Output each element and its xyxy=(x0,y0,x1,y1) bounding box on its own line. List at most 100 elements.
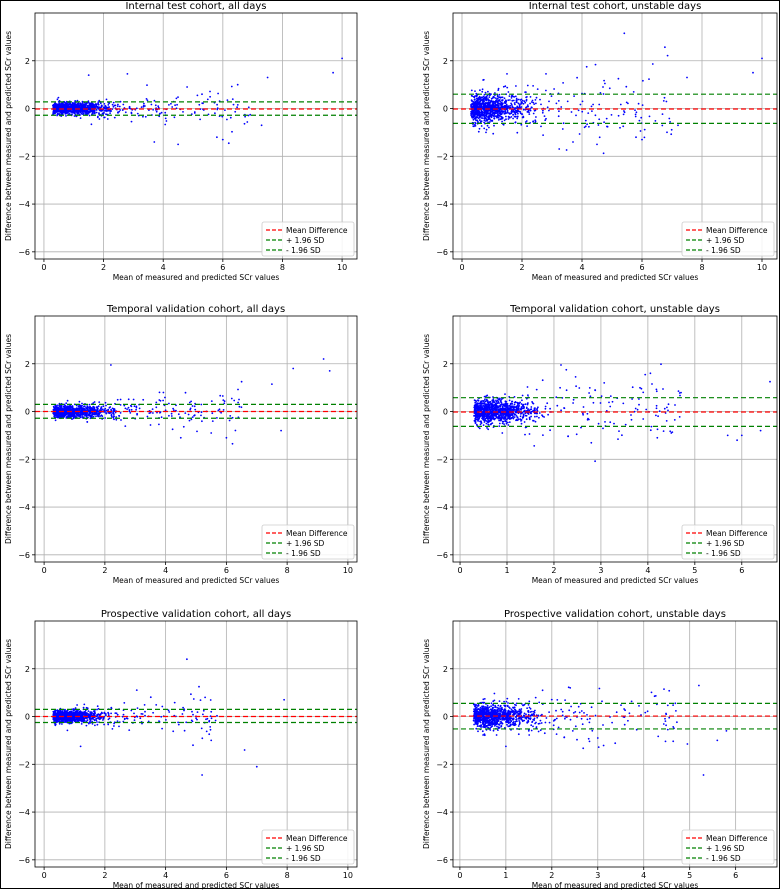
scatter-point xyxy=(234,111,236,113)
x-tick-label: 1 xyxy=(504,566,509,575)
scatter-point xyxy=(89,406,91,408)
scatter-point xyxy=(217,93,219,95)
scatter-point xyxy=(473,119,475,121)
scatter-point xyxy=(84,110,86,112)
scatter-point xyxy=(736,439,738,441)
scatter-point xyxy=(481,125,483,127)
scatter-point xyxy=(152,412,154,414)
scatter-point xyxy=(197,95,199,97)
scatter-point xyxy=(171,413,173,415)
scatter-point xyxy=(171,415,173,417)
scatter-point xyxy=(503,423,505,425)
scatter-point xyxy=(490,93,492,95)
scatter-point xyxy=(498,112,500,114)
scatter-point xyxy=(133,399,135,401)
scatter-point xyxy=(89,404,91,406)
scatter-point xyxy=(105,402,107,404)
scatter-point xyxy=(54,105,56,107)
scatter-point xyxy=(150,424,152,426)
scatter-point xyxy=(581,111,583,113)
scatter-point xyxy=(669,430,671,432)
scatter-point xyxy=(528,410,530,412)
scatter-point xyxy=(515,85,517,87)
scatter-point xyxy=(61,103,63,105)
legend-label: + 1.96 SD xyxy=(286,236,325,245)
scatter-point xyxy=(88,412,90,414)
scatter-point xyxy=(495,403,497,405)
scatter-point xyxy=(474,122,476,124)
scatter-point xyxy=(55,419,57,421)
scatter-point xyxy=(73,408,75,410)
scatter-point xyxy=(481,113,483,115)
scatter-point xyxy=(100,110,102,112)
scatter-point xyxy=(471,95,473,97)
scatter-point xyxy=(548,101,550,103)
scatter-point xyxy=(78,416,80,418)
scatter-point xyxy=(65,106,67,108)
scatter-point xyxy=(666,407,668,409)
scatter-point xyxy=(639,120,641,122)
scatter-point xyxy=(489,407,491,409)
scatter-point xyxy=(483,101,485,103)
scatter-point xyxy=(487,418,489,420)
scatter-point xyxy=(567,101,569,103)
scatter-point xyxy=(523,404,525,406)
scatter-point xyxy=(502,103,504,105)
scatter-point xyxy=(104,117,106,119)
scatter-point xyxy=(58,113,60,115)
scatter-point xyxy=(618,115,620,117)
scatter-point xyxy=(480,400,482,402)
scatter-point xyxy=(499,398,501,400)
scatter-point xyxy=(679,416,681,418)
scatter-point xyxy=(106,99,108,101)
scatter-point xyxy=(228,142,230,144)
scatter-point xyxy=(638,404,640,406)
x-tick-label: 2 xyxy=(519,263,524,272)
scatter-point xyxy=(156,111,158,113)
scatter-point xyxy=(76,111,78,113)
x-tick-label: 10 xyxy=(337,263,347,272)
scatter-point xyxy=(514,409,516,411)
scatter-point xyxy=(226,437,228,439)
scatter-point xyxy=(556,103,558,105)
scatter-point xyxy=(642,80,644,82)
y-tick-label: −6 xyxy=(18,551,30,560)
scatter-point xyxy=(488,401,490,403)
scatter-point xyxy=(499,418,501,420)
scatter-point xyxy=(591,110,593,112)
scatter-point xyxy=(117,104,119,106)
scatter-point xyxy=(165,118,167,120)
scatter-point xyxy=(61,413,63,415)
scatter-point xyxy=(602,428,604,430)
scatter-point xyxy=(146,84,148,86)
scatter-point xyxy=(504,85,506,87)
scatter-point xyxy=(516,106,518,108)
scatter-point xyxy=(102,408,104,410)
scatter-point xyxy=(102,405,104,407)
scatter-point xyxy=(491,98,493,100)
x-tick-label: 10 xyxy=(343,566,353,575)
scatter-point xyxy=(511,95,513,97)
scatter-point xyxy=(520,420,522,422)
scatter-point xyxy=(601,395,603,397)
scatter-point xyxy=(113,106,115,108)
scatter-point xyxy=(516,132,518,134)
scatter-point xyxy=(521,399,523,401)
scatter-point xyxy=(475,108,477,110)
scatter-point xyxy=(332,72,334,74)
scatter-point xyxy=(522,100,524,102)
scatter-point xyxy=(501,408,503,410)
scatter-point xyxy=(499,97,501,99)
scatter-point xyxy=(497,105,499,107)
scatter-point xyxy=(80,417,82,419)
scatter-point xyxy=(475,111,477,113)
scatter-point xyxy=(80,111,82,113)
scatter-point xyxy=(96,410,98,412)
scatter-point xyxy=(509,408,511,410)
scatter-point xyxy=(555,396,557,398)
scatter-point xyxy=(53,111,55,113)
scatter-point xyxy=(178,413,180,415)
scatter-point xyxy=(168,403,170,405)
scatter-point xyxy=(97,117,99,119)
